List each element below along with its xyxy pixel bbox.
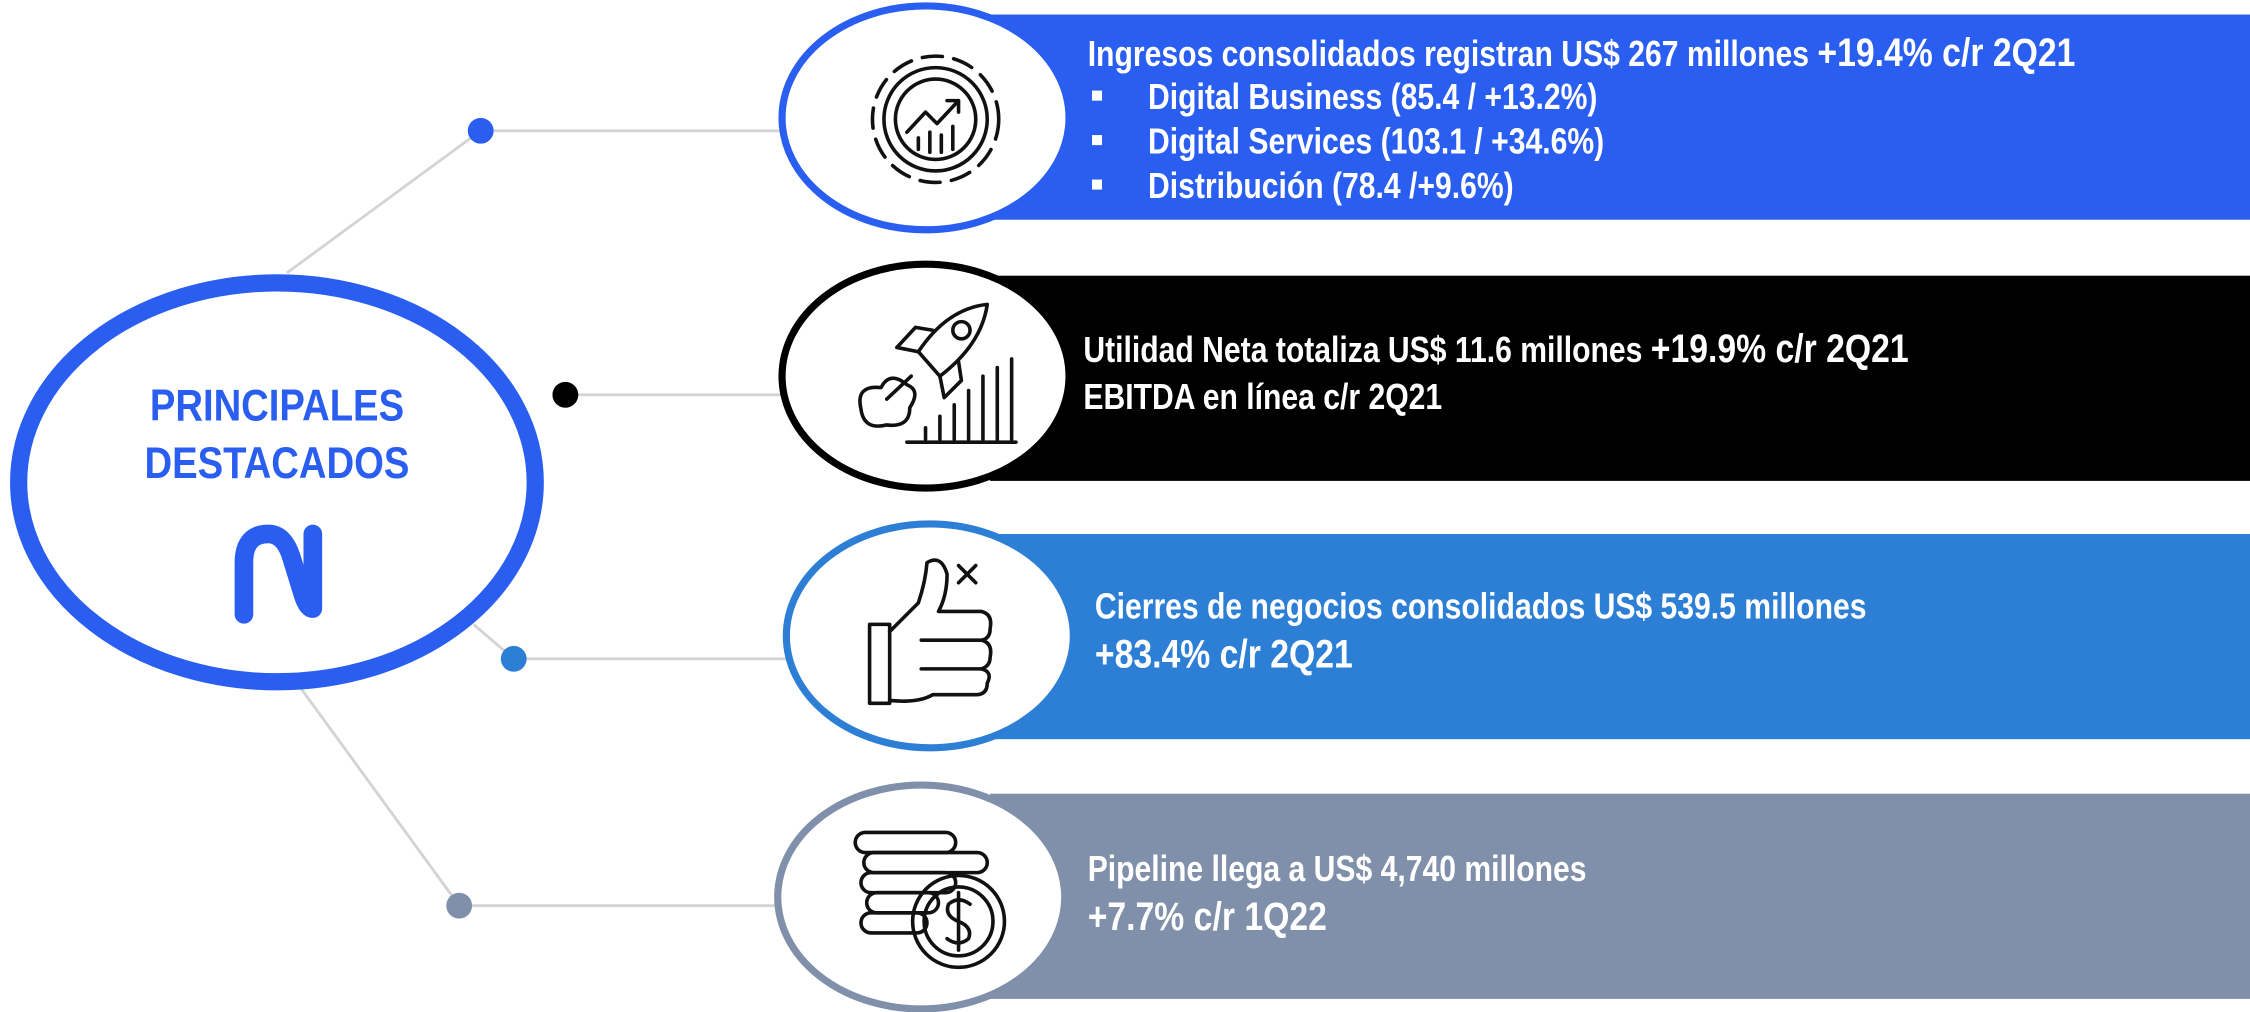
banner: [990, 14, 2250, 220]
item-text: EBITDA en línea c/r 2Q21: [1083, 378, 1442, 418]
logo: [234, 524, 323, 624]
center-ellipse: [10, 274, 544, 691]
item-text: +7.7% c/r 1Q22: [1088, 893, 1327, 938]
item-text: +83.4% c/r 2Q21: [1095, 631, 1353, 676]
dot: [467, 117, 494, 144]
item-text: Cierres de negocios consolidados US$ 539…: [1095, 587, 1867, 627]
bullet: [1091, 135, 1103, 146]
texts: PRINCIPALES DESTACADOS Ingresos consolidad…: [145, 29, 2076, 938]
text-segment: +19.4% c/r 2Q21: [1817, 29, 2075, 74]
icon-circle: [778, 260, 1073, 492]
bullet-text: Digital Business (85.4 / +13.2%): [1148, 78, 1597, 118]
thumbs-up-icon: [867, 558, 993, 706]
banner: [990, 533, 2250, 740]
icon-circle: [782, 520, 1077, 752]
center-title: DESTACADOS: [145, 437, 410, 487]
text-segment: Cierres de negocios consolidados US$ 539…: [1095, 587, 1867, 627]
bullet-text: Digital Services (103.1 / +34.6%): [1148, 122, 1604, 162]
text-segment: Ingresos consolidados registran US$ 267 …: [1088, 35, 1818, 75]
text-segment: +19.9% c/r 2Q21: [1651, 325, 1909, 370]
dot: [552, 381, 579, 408]
gear-icon: [870, 54, 1001, 185]
bullet: [1091, 179, 1103, 190]
text-segment: Utilidad Neta totaliza US$ 11.6 millones: [1083, 330, 1650, 370]
dot: [446, 892, 473, 919]
bullet: [1091, 90, 1103, 101]
item-text: Utilidad Neta totaliza US$ 11.6 millones…: [1083, 325, 1908, 370]
text-segment: Pipeline llega a US$ 4,740 millones: [1088, 850, 1587, 890]
dot: [500, 645, 527, 672]
text-segment: +7.7% c/r 1Q22: [1088, 893, 1327, 938]
bullet-text: Distribución (78.4 /+9.6%): [1148, 167, 1514, 207]
connectors: [286, 129, 787, 908]
banner: [990, 793, 2250, 999]
text-segment: +83.4% c/r 2Q21: [1095, 631, 1353, 676]
icon-circle: [778, 2, 1073, 234]
center-title: PRINCIPALES: [150, 380, 404, 430]
banner: [990, 275, 2250, 481]
text-segment: EBITDA en línea c/r 2Q21: [1083, 378, 1442, 418]
item-text: Ingresos consolidados registran US$ 267 …: [1088, 29, 2076, 74]
coins-icon: [853, 830, 1007, 970]
rocket-icon: [858, 302, 1018, 444]
item-text: Pipeline llega a US$ 4,740 millones: [1088, 850, 1587, 890]
